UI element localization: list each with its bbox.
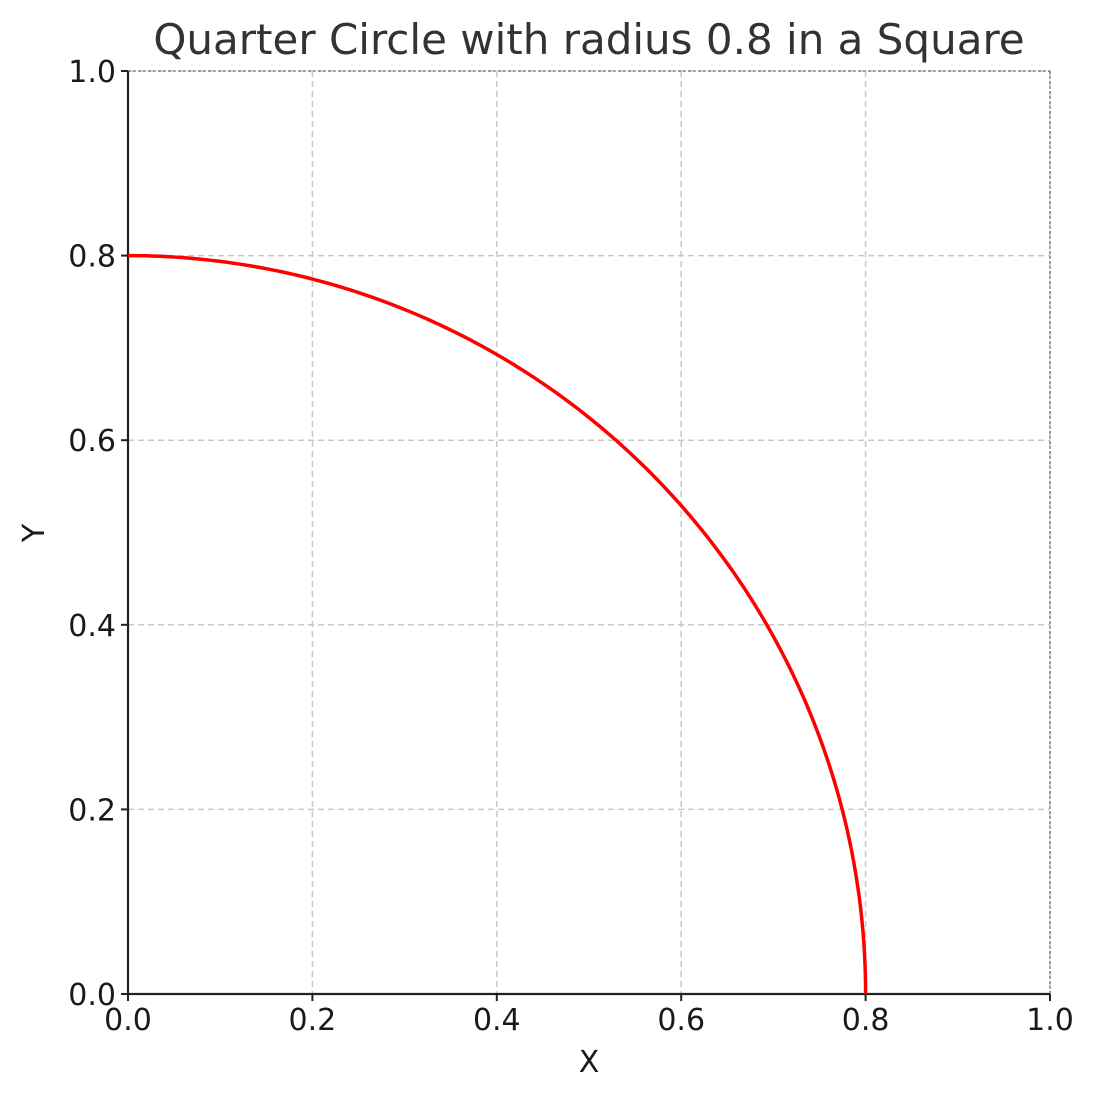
- x-tick-label-5: 1.0: [1026, 1003, 1074, 1038]
- x-tick-label-3: 0.6: [657, 1003, 705, 1038]
- grid: [127, 70, 1051, 995]
- series-layer: [127, 253, 868, 995]
- axes-frame: [126, 70, 1051, 996]
- y-tick-label-3: 0.6: [68, 424, 116, 459]
- x-tick-label-2: 0.4: [473, 1003, 521, 1038]
- x-axis-label: X: [579, 1045, 600, 1080]
- quarter-circle-arc-0: [127, 253, 868, 995]
- y-tick-label-2: 0.4: [68, 609, 116, 644]
- y-axis-label: Y: [17, 523, 52, 543]
- y-tick-label-4: 0.8: [68, 240, 116, 275]
- ticks: 0.0 0.2 0.4 0.6 0.8 1.0 0.0 0.2 0.4 0.6 0.8 1.0: [68, 55, 1074, 1038]
- y-tick-label-0: 0.0: [68, 978, 116, 1013]
- chart-title: Quarter Circle with radius 0.8 in a Squa…: [153, 15, 1024, 64]
- x-tick-label-0: 0.0: [104, 1003, 152, 1038]
- x-tick-label-1: 0.2: [289, 1003, 337, 1038]
- x-tick-label-4: 0.8: [842, 1003, 890, 1038]
- y-tick-label-5: 1.0: [68, 55, 116, 90]
- y-tick-label-1: 0.2: [68, 793, 116, 828]
